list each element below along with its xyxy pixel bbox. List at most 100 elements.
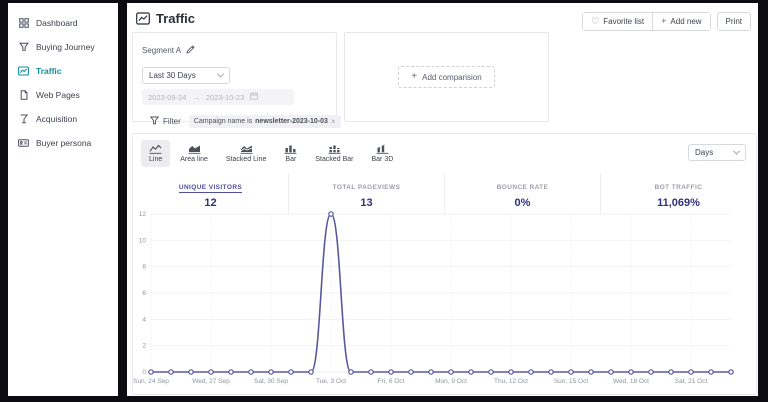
sidebar-item-traffic[interactable]: Traffic bbox=[8, 59, 118, 83]
page-title: Traffic bbox=[156, 11, 196, 26]
date-from: 2023-09-24 bbox=[148, 92, 187, 102]
date-to: 2023-10-23 bbox=[205, 92, 245, 102]
metric-label: UNIQUE VISITORS bbox=[178, 184, 243, 193]
date-range-inputs[interactable]: 2023-09-24 → 2023-10-23 bbox=[142, 89, 294, 105]
svg-text:Sat, 21 Oct: Sat, 21 Oct bbox=[675, 378, 708, 385]
chart-type-tabs: Line Area line Stacked Line Bar Stacked … bbox=[141, 140, 401, 167]
bar-3d-chart-type-icon bbox=[376, 144, 389, 154]
traffic-line-chart[interactable]: 0 2 4 6 8 10 12 Sun, 24 Sep Wed, 27 Sep Sat, 30 S… bbox=[133, 206, 757, 394]
svg-text:8: 8 bbox=[142, 264, 146, 271]
sidebar-item-label: Traffic bbox=[36, 66, 62, 76]
tab-label: Bar 3D bbox=[371, 156, 394, 163]
sidebar-item-label: Dashboard bbox=[36, 18, 78, 28]
page-icon bbox=[18, 90, 29, 101]
filter-funnel-icon bbox=[149, 112, 160, 130]
tab-bar[interactable]: Bar bbox=[276, 140, 305, 167]
metric-value: 12 bbox=[204, 197, 217, 209]
filter-label: Filter bbox=[163, 116, 181, 126]
svg-text:4: 4 bbox=[142, 316, 146, 323]
tab-label: Bar bbox=[285, 156, 297, 163]
svg-text:Thu, 12 Oct: Thu, 12 Oct bbox=[494, 378, 528, 385]
segment-header: Segment A bbox=[142, 41, 327, 59]
add-new-label: Add new bbox=[670, 17, 702, 26]
svg-text:Mon, 9 Oct: Mon, 9 Oct bbox=[435, 378, 467, 385]
svg-text:10: 10 bbox=[139, 237, 147, 244]
chart-area: 0 2 4 6 8 10 12 Sun, 24 Sep Wed, 27 Sep Sat, 30 S… bbox=[133, 206, 757, 394]
segment-card: Segment A Last 30 Days 2023-09-24 → 2023… bbox=[132, 32, 341, 128]
interval-select[interactable]: Days bbox=[688, 144, 746, 161]
sidebar-item-acquisition[interactable]: Acquisition bbox=[8, 107, 118, 131]
chevron-down-icon bbox=[216, 70, 225, 78]
plus-icon: + bbox=[661, 16, 667, 26]
metric-value: 11,069% bbox=[657, 197, 700, 209]
main-content: Traffic ♡ Favorite list + Add new Print … bbox=[127, 3, 758, 396]
svg-text:Wed, 18 Oct: Wed, 18 Oct bbox=[613, 378, 649, 385]
metric-label: BOUNCE RATE bbox=[496, 184, 549, 191]
page-header: Traffic bbox=[136, 11, 195, 26]
metrics-row: UNIQUE VISITORS 12 TOTAL PAGEVIEWS 13 BO… bbox=[133, 174, 756, 215]
filter-row: Filter Campaign name is newsletter-2023-… bbox=[142, 112, 341, 130]
line-chart-icon bbox=[18, 66, 29, 77]
add-comparison-button[interactable]: + Add comparision bbox=[398, 66, 495, 88]
add-comparison-label: Add comparision bbox=[422, 72, 482, 82]
sidebar-item-web-pages[interactable]: Web Pages bbox=[8, 83, 118, 107]
sidebar-item-label: Buying Journey bbox=[36, 42, 95, 52]
heart-icon: ♡ bbox=[591, 16, 600, 26]
sidebar-item-label: Web Pages bbox=[36, 90, 80, 100]
edit-pencil-icon[interactable] bbox=[186, 41, 195, 59]
tab-stacked-line[interactable]: Stacked Line bbox=[218, 140, 274, 167]
tab-line[interactable]: Line bbox=[141, 140, 171, 167]
remove-filter-icon[interactable]: × bbox=[330, 116, 336, 126]
tab-bar-3d[interactable]: Bar 3D bbox=[364, 140, 402, 167]
metric-label: TOTAL PAGEVIEWS bbox=[332, 184, 401, 191]
stacked-line-chart-type-icon bbox=[240, 145, 253, 154]
sidebar-item-label: Acquisition bbox=[36, 114, 78, 124]
interval-selected: Days bbox=[695, 148, 714, 157]
traffic-chart-icon bbox=[136, 12, 150, 26]
svg-text:Tue, 3 Oct: Tue, 3 Oct bbox=[316, 378, 346, 385]
tab-label: Line bbox=[149, 156, 163, 163]
filter-tag[interactable]: Campaign name is newsletter-2023-10-03 × bbox=[188, 114, 341, 128]
metric-unique-visitors[interactable]: UNIQUE VISITORS 12 bbox=[133, 174, 288, 215]
arrow-right-icon: → bbox=[192, 92, 200, 102]
plus-icon: + bbox=[411, 71, 418, 82]
sidebar: Dashboard Buying Journey Traffic Web Pag… bbox=[8, 3, 118, 396]
svg-text:2: 2 bbox=[142, 343, 146, 350]
stacked-bar-chart-type-icon bbox=[328, 145, 341, 154]
sidebar-item-dashboard[interactable]: Dashboard bbox=[8, 11, 118, 35]
metric-label: BOT TRAFFIC bbox=[654, 184, 703, 191]
tab-label: Area line bbox=[180, 156, 208, 163]
tab-area-line[interactable]: Area line bbox=[172, 140, 216, 167]
print-button[interactable]: Print bbox=[716, 12, 751, 31]
chart-card: Line Area line Stacked Line Bar Stacked … bbox=[132, 133, 757, 395]
segment-name: Segment A bbox=[142, 45, 182, 55]
tab-label: Stacked Bar bbox=[315, 156, 354, 163]
header-actions: ♡ Favorite list + Add new Print bbox=[582, 12, 751, 31]
tab-stacked-bar[interactable]: Stacked Bar bbox=[307, 140, 361, 167]
metric-value: 13 bbox=[360, 197, 373, 209]
metric-bounce-rate[interactable]: BOUNCE RATE 0% bbox=[444, 174, 600, 215]
line-chart-type-icon bbox=[149, 144, 162, 154]
svg-text:12: 12 bbox=[139, 211, 147, 218]
svg-text:Sun, 24 Sep: Sun, 24 Sep bbox=[133, 378, 169, 385]
svg-text:0: 0 bbox=[142, 369, 146, 376]
sidebar-item-buyer-persona[interactable]: Buyer persona bbox=[8, 131, 118, 155]
bar-chart-type-icon bbox=[284, 145, 297, 154]
metric-bot-traffic[interactable]: BOT TRAFFIC 11,069% bbox=[600, 174, 756, 215]
date-range-select[interactable]: Last 30 Days bbox=[142, 67, 230, 84]
svg-text:Sun, 15 Oct: Sun, 15 Oct bbox=[554, 378, 589, 385]
add-new-button[interactable]: + Add new bbox=[652, 13, 710, 30]
id-card-icon bbox=[18, 138, 29, 149]
sidebar-item-buying-journey[interactable]: Buying Journey bbox=[8, 35, 118, 59]
acquisition-funnel-icon bbox=[18, 114, 29, 125]
tab-label: Stacked Line bbox=[225, 156, 267, 163]
metric-total-pageviews[interactable]: TOTAL PAGEVIEWS 13 bbox=[288, 174, 444, 215]
svg-text:Wed, 27 Sep: Wed, 27 Sep bbox=[192, 378, 230, 385]
date-range-selected: Last 30 Days bbox=[149, 71, 196, 80]
funnel-icon bbox=[18, 42, 29, 53]
filter-tag-text: Campaign name is bbox=[193, 117, 253, 125]
metric-value: 0% bbox=[514, 197, 531, 209]
grid-icon bbox=[18, 18, 29, 29]
favorite-list-button[interactable]: ♡ Favorite list bbox=[583, 13, 653, 30]
comparison-card: + Add comparision bbox=[344, 32, 549, 122]
